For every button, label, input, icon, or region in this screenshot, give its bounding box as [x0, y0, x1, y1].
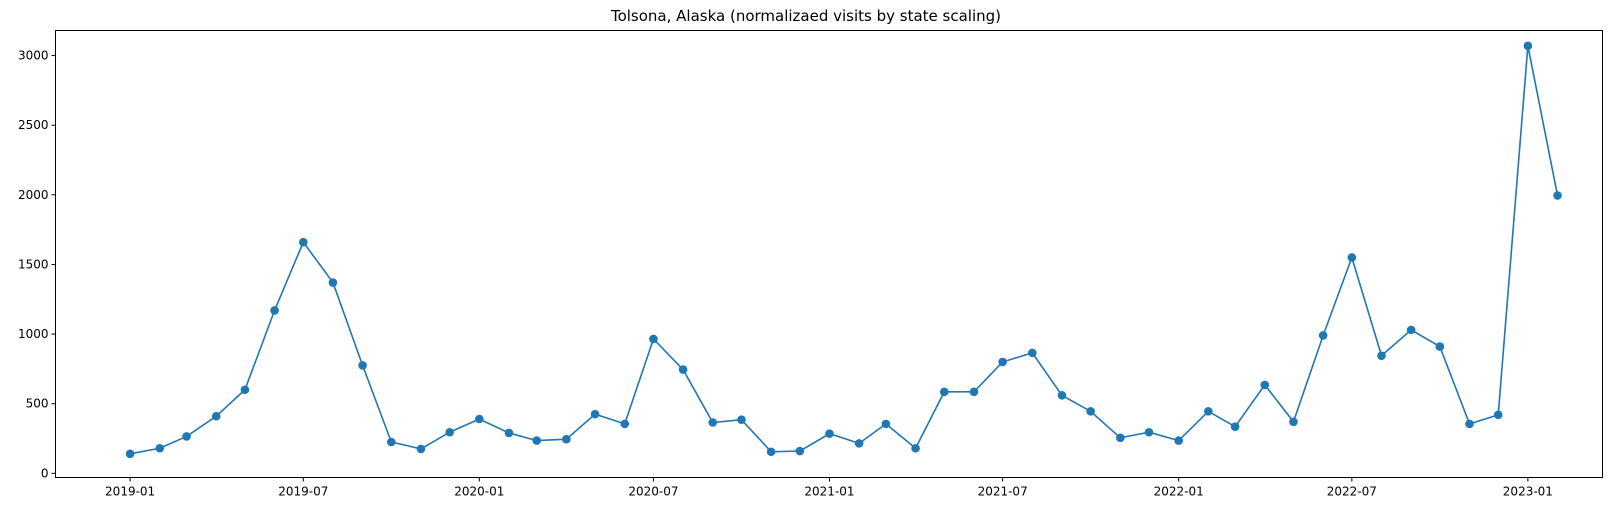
data-point [1347, 253, 1357, 262]
data-point [155, 443, 165, 453]
data-point [182, 432, 191, 441]
data-point [328, 278, 338, 287]
data-point [1406, 325, 1416, 335]
y-tick-label: 500 [26, 397, 49, 411]
x-axis: 2019-01 2019-07 2020-01 2020-07 2021-01 2021-… [105, 477, 1553, 499]
data-point [1230, 422, 1240, 431]
data-point [125, 449, 135, 459]
data-point [445, 427, 454, 437]
data-point [504, 428, 514, 438]
data-point [911, 443, 920, 453]
data-point [1553, 191, 1562, 200]
data-point [416, 444, 426, 454]
data-point [1435, 342, 1445, 351]
plot-frame [55, 30, 1603, 478]
data-point [1289, 417, 1298, 427]
data-point [358, 361, 367, 370]
data-point [211, 411, 221, 421]
data-point [737, 415, 746, 425]
x-tick-label: 2020-01 [454, 485, 504, 499]
data-point [795, 446, 805, 456]
data-point [825, 429, 834, 438]
data-point [939, 387, 949, 397]
data-point [649, 334, 658, 344]
data-point [881, 419, 891, 429]
data-point [969, 387, 979, 397]
data-point [1174, 436, 1183, 445]
x-tick-label: 2021-01 [804, 485, 854, 499]
y-axis: 0 500 1000 1500 2000 2500 3000 [18, 49, 56, 480]
data-point [562, 434, 571, 444]
data-point [240, 385, 250, 395]
data-point [1493, 410, 1503, 420]
data-point [1144, 427, 1154, 437]
x-tick-label: 2020-07 [628, 485, 678, 499]
data-point [1204, 407, 1213, 416]
data-point [708, 418, 718, 427]
data-point [854, 439, 864, 448]
data-point [998, 357, 1007, 367]
data-point [387, 437, 396, 447]
y-tick-label: 3000 [18, 49, 49, 63]
x-tick-label: 2021-07 [978, 485, 1028, 499]
y-tick-label: 1500 [18, 257, 49, 271]
data-point [1260, 380, 1270, 390]
data-point [620, 419, 630, 429]
data-point [1377, 351, 1386, 360]
x-tick-label: 2019-07 [278, 485, 328, 499]
chart-title: Tolsona, Alaska (normalizaed visits by s… [610, 7, 1001, 25]
y-tick-label: 2000 [18, 188, 49, 202]
x-tick-label: 2022-07 [1327, 485, 1377, 499]
data-point [298, 237, 308, 247]
y-tick-label: 2500 [18, 118, 49, 132]
data-point [270, 306, 279, 315]
data-point [1057, 391, 1067, 400]
data-point [1116, 433, 1125, 443]
data-point [678, 365, 688, 374]
data-point [1523, 41, 1533, 51]
series-line [129, 45, 1559, 455]
x-tick-label: 2019-01 [105, 485, 155, 499]
y-tick-label: 0 [41, 466, 49, 480]
data-point [475, 414, 484, 424]
data-point [532, 436, 542, 445]
data-point [1465, 419, 1474, 429]
y-tick-label: 1000 [18, 327, 49, 341]
series-layer [125, 41, 1562, 459]
data-point [1086, 407, 1095, 416]
data-point [766, 447, 776, 457]
x-tick-label: 2022-01 [1154, 485, 1204, 499]
data-point [1028, 348, 1037, 358]
data-point [1318, 331, 1328, 340]
data-point [590, 409, 600, 419]
x-tick-label: 2023-01 [1503, 485, 1553, 499]
